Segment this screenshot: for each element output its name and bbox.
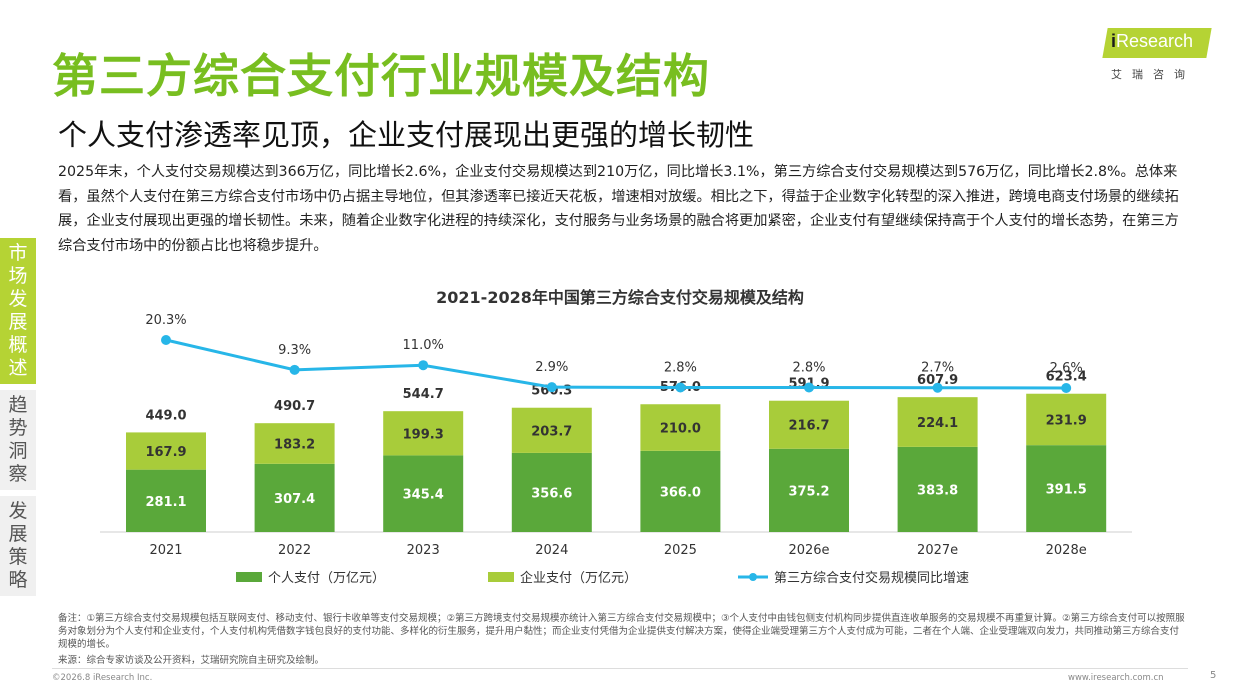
bar-enterprise	[126, 432, 206, 470]
iresearch-logo: iResearch 艾瑞咨询	[1102, 28, 1215, 83]
legend-swatch-enterprise	[488, 572, 514, 582]
bar-enterprise	[1026, 393, 1107, 446]
data-label-growth: 20.3%	[145, 313, 186, 328]
bar-enterprise	[254, 423, 335, 464]
x-tick-label: 2024	[535, 543, 568, 558]
data-label-growth: 2.7%	[921, 361, 954, 376]
bar-personal	[511, 452, 592, 532]
data-label-total: 449.0	[145, 408, 186, 423]
logo-subtitle: 艾瑞咨询	[1111, 68, 1195, 81]
copyright: ©2026.8 iResearch Inc.	[52, 673, 153, 683]
x-tick-label: 2023	[407, 543, 440, 558]
growth-point	[289, 364, 300, 375]
page-number: 5	[1210, 670, 1217, 681]
legend-label-personal: 个人支付（万亿元）	[268, 571, 385, 586]
website-link[interactable]: www.iresearch.com.cn	[1068, 673, 1164, 683]
data-label-personal: 307.4	[274, 492, 315, 507]
bar-personal	[897, 446, 978, 532]
growth-point	[932, 382, 943, 393]
data-label-total: 623.4	[1046, 370, 1087, 385]
legend-swatch-personal	[236, 572, 262, 582]
x-tick-label: 2028e	[1046, 543, 1087, 558]
source-note: 来源：综合专家访谈及公开资料，艾瑞研究院自主研究及绘制。	[58, 655, 325, 666]
logo-text: iResearch	[1111, 31, 1194, 51]
nav-item-trend-insight[interactable]: 趋势洞察	[0, 390, 36, 490]
page-title: 第三方综合支付行业规模及结构	[52, 49, 710, 103]
data-label-growth: 9.3%	[278, 343, 311, 358]
data-label-enterprise: 210.0	[660, 422, 701, 437]
data-label-total: 490.7	[274, 399, 315, 414]
bar-personal	[254, 463, 335, 532]
x-tick-label: 2021	[149, 543, 182, 558]
footnote: 备注：①第三方综合支付交易规模包括互联网支付、移动支付、银行卡收单等支付交易规模…	[58, 613, 1185, 650]
data-label-enterprise: 203.7	[531, 424, 572, 439]
data-label-personal: 391.5	[1046, 483, 1087, 498]
data-label-enterprise: 231.9	[1046, 413, 1087, 428]
bar-personal	[769, 448, 849, 532]
growth-point	[1061, 383, 1072, 393]
data-label-growth: 2.8%	[664, 360, 697, 375]
growth-point	[675, 382, 686, 393]
legend-label-enterprise: 企业支付（万亿元）	[520, 570, 637, 586]
data-label-personal: 345.4	[403, 488, 444, 503]
legend-label-growth: 第三方综合支付交易规模同比增速	[774, 570, 969, 586]
page-subtitle: 个人支付渗透率见顶，企业支付展现出更强的增长韧性	[58, 118, 755, 152]
x-tick-label: 2022	[278, 543, 311, 558]
data-label-growth: 2.9%	[535, 360, 568, 375]
nav-item-market-overview[interactable]: 市场发展概述	[0, 238, 36, 384]
bar-personal	[383, 455, 464, 532]
data-label-personal: 383.8	[917, 483, 958, 498]
bar-enterprise	[769, 400, 849, 449]
growth-point	[804, 382, 814, 393]
data-label-enterprise: 224.1	[917, 416, 958, 431]
chart-title: 2021-2028年中国第三方综合支付交易规模及结构	[436, 288, 804, 307]
growth-line	[165, 338, 1067, 390]
x-tick-label: 2025	[664, 543, 697, 558]
bar-enterprise	[511, 407, 592, 453]
growth-point	[546, 382, 557, 393]
bar-personal	[640, 450, 721, 532]
growth-point	[161, 335, 171, 345]
data-label-personal: 375.2	[788, 484, 829, 499]
side-navigation: 市场发展概述 趋势洞察 发展策略	[0, 238, 36, 602]
data-label-personal: 356.6	[531, 486, 572, 501]
legend-swatch-growth-marker	[749, 573, 757, 581]
data-label-enterprise: 167.9	[145, 445, 186, 460]
data-label-total: 544.7	[403, 387, 444, 402]
data-label-total: 607.9	[917, 373, 958, 388]
data-label-personal: 281.1	[145, 495, 186, 510]
bar-enterprise	[897, 397, 978, 447]
data-label-personal: 366.0	[660, 485, 701, 500]
nav-item-strategy[interactable]: 发展策略	[0, 496, 36, 596]
bar-enterprise	[640, 404, 721, 451]
data-label-enterprise: 216.7	[788, 419, 829, 434]
growth-point	[418, 360, 429, 371]
data-label-growth: 11.0%	[403, 338, 444, 353]
bar-enterprise	[383, 411, 464, 456]
bar-personal	[1026, 445, 1107, 532]
bar-personal	[126, 469, 206, 532]
data-label-enterprise: 183.2	[274, 438, 315, 453]
footer-divider	[52, 668, 1188, 669]
data-label-growth: 2.8%	[792, 360, 825, 375]
data-label-enterprise: 199.3	[403, 427, 444, 442]
x-tick-label: 2026e	[788, 543, 829, 558]
data-label-growth: 2.6%	[1050, 361, 1083, 376]
summary-paragraph: 2025年末，个人支付交易规模达到366万亿，同比增长2.6%，企业支付交易规模…	[58, 164, 1179, 254]
x-tick-label: 2027e	[917, 543, 958, 558]
